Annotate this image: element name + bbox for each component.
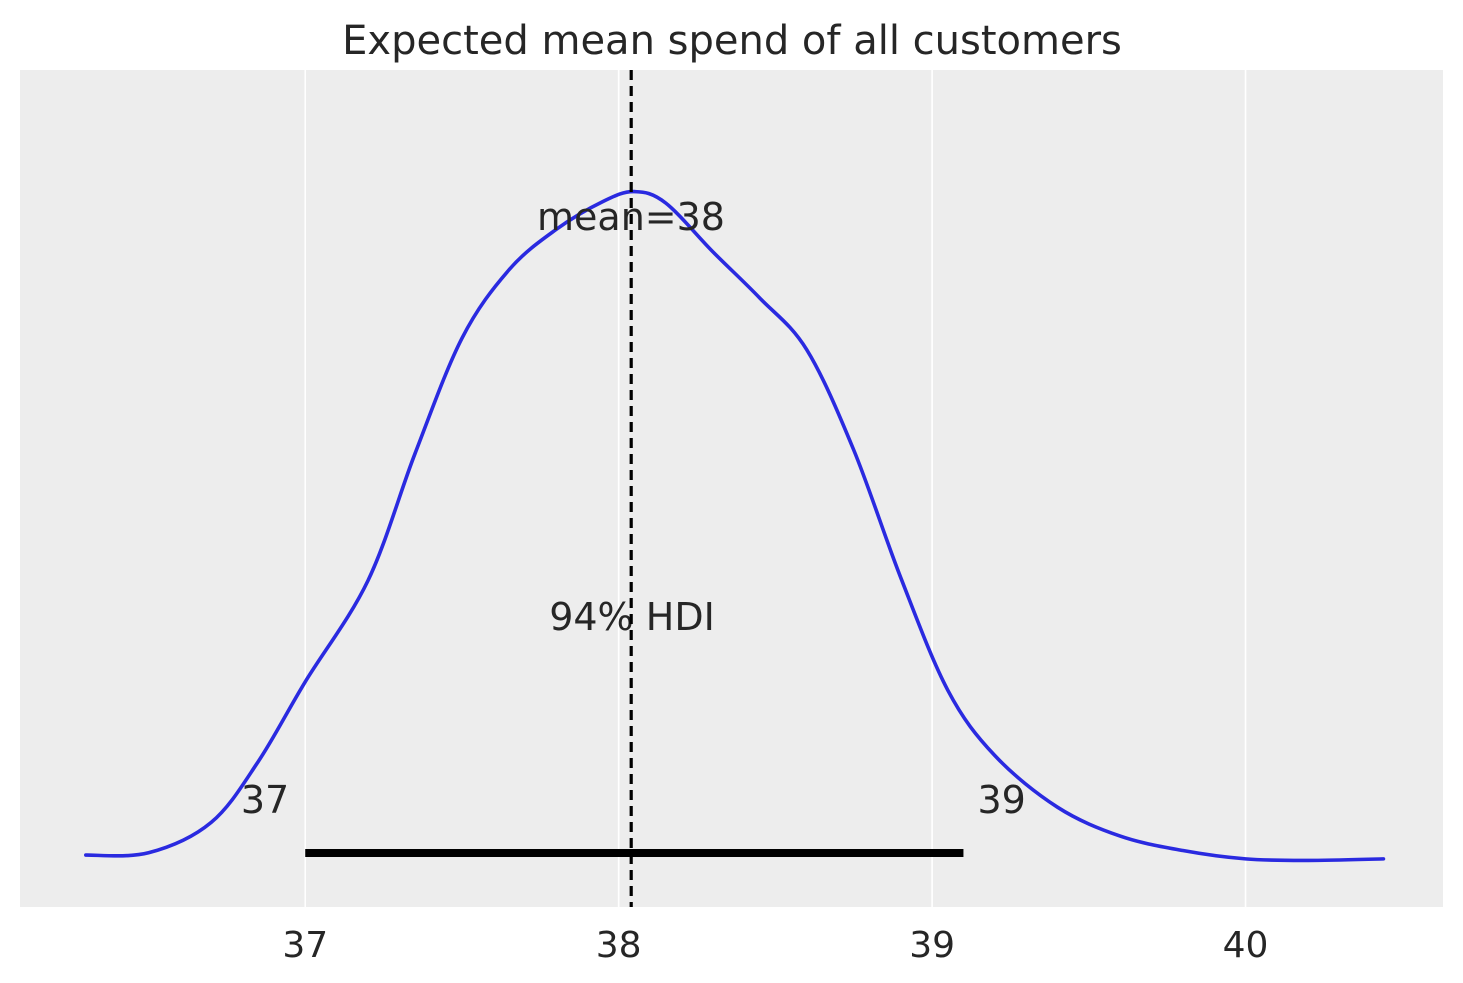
- density-curve-group: [84, 189, 1386, 863]
- mean-group: mean=38: [537, 70, 725, 907]
- hdi-upper-label: 39: [977, 778, 1025, 822]
- hdi-lower-label: 37: [241, 778, 289, 822]
- chart-title: Expected mean spend of all customers: [342, 18, 1122, 64]
- mean-label: mean=38: [537, 195, 725, 239]
- x-tick-label-37: 37: [282, 925, 328, 966]
- grid-lines: [304, 70, 1247, 907]
- x-tick-label-38: 38: [596, 925, 642, 966]
- density-curve-0: [84, 189, 1386, 863]
- x-tick-label-40: 40: [1223, 925, 1269, 966]
- x-tick-label-39: 39: [909, 925, 955, 966]
- plot-area: [20, 70, 1443, 907]
- x-axis-ticks: 37 38 39 40: [282, 925, 1268, 966]
